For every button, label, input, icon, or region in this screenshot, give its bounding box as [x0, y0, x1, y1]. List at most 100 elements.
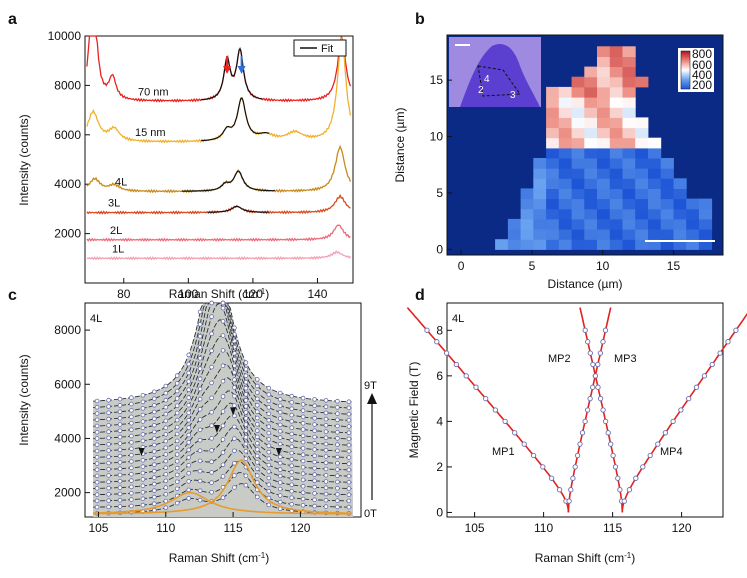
- heatmap-cell: [597, 107, 611, 118]
- panel-a-legend-label: Fit: [321, 43, 333, 55]
- branch-marker: [686, 395, 692, 402]
- heatmap-cell: [609, 229, 623, 240]
- heatmap-cell: [507, 229, 522, 240]
- branch-marker: [693, 384, 700, 390]
- trace-marker: [312, 440, 317, 446]
- trace-marker: [129, 395, 134, 400]
- trace-marker: [289, 444, 295, 450]
- panel-d-frame: [446, 302, 724, 518]
- heatmap-cell: [648, 137, 662, 149]
- heatmap-cell: [609, 76, 623, 88]
- trace-marker: [289, 393, 295, 399]
- branch-mp2: [566, 307, 612, 513]
- trace-marker: [300, 496, 306, 502]
- trace-marker: [335, 429, 340, 435]
- branch-marker: [678, 407, 684, 413]
- fit-line: [207, 205, 269, 213]
- trace-marker: [266, 411, 272, 417]
- trace-marker: [197, 406, 203, 412]
- heatmap-cell: [584, 188, 598, 200]
- trace-marker: [243, 441, 249, 447]
- panel-d-xlabel: Raman Shift (cm-1): [535, 551, 635, 565]
- panel-d-ytick-label: 8: [436, 323, 443, 337]
- trace-marker: [197, 355, 203, 361]
- trace-marker: [289, 438, 295, 443]
- trace-marker: [243, 416, 249, 421]
- branch-marker: [568, 487, 574, 493]
- inset-label-2: 2: [478, 85, 484, 96]
- heatmap-cell: [673, 208, 687, 220]
- heatmap-cell: [635, 158, 649, 169]
- trace-markers: [94, 363, 352, 454]
- heatmap-cell: [546, 86, 560, 98]
- inset-label-3: 3: [510, 90, 516, 101]
- heatmap-cell: [609, 178, 623, 189]
- trace-marker: [266, 449, 272, 455]
- trace-marker: [277, 499, 283, 505]
- trace-marker: [346, 498, 352, 504]
- trace-marker: [300, 452, 306, 458]
- heatmap-cell: [635, 76, 649, 88]
- fit-line: [181, 170, 275, 192]
- branch-marker: [548, 475, 555, 481]
- heatmap-cell: [520, 218, 534, 230]
- heatmap-cell: [571, 107, 585, 118]
- trace-markers: [94, 333, 352, 442]
- trace-marker: [163, 418, 169, 424]
- heatmap-cell: [533, 178, 547, 189]
- trace-marker: [209, 423, 214, 428]
- trace-marker: [232, 393, 237, 399]
- heatmap-cell: [546, 229, 560, 240]
- trace-marker: [346, 436, 352, 442]
- trace-fill: [93, 483, 353, 517]
- trace-marker: [174, 445, 180, 451]
- trace-marker: [197, 345, 203, 350]
- panel-c-xtick-label: 115: [224, 521, 243, 535]
- panel-a-label: a: [8, 11, 17, 28]
- trace-marker: [117, 403, 123, 408]
- trace-marker: [94, 486, 100, 491]
- trace-marker: [163, 390, 169, 396]
- trace-marker: [243, 398, 249, 403]
- trace-marker: [140, 489, 146, 495]
- trace-marker: [289, 450, 295, 456]
- trace-marker: [254, 409, 260, 415]
- trace-marker: [220, 305, 226, 311]
- heatmap-cell: [660, 218, 674, 230]
- trace-marker: [163, 485, 169, 490]
- trace-marker: [254, 415, 260, 421]
- trace-marker: [186, 432, 192, 438]
- trace-marker: [197, 497, 203, 503]
- series-label: 3L: [108, 198, 120, 210]
- branch-marker: [587, 350, 593, 356]
- branch-marker: [443, 350, 450, 356]
- branch-label-mp3: MP3: [614, 353, 637, 365]
- trace-marker: [277, 409, 283, 415]
- trace-marker: [106, 423, 111, 428]
- trace-marker: [106, 429, 111, 435]
- trace-marker: [335, 504, 340, 510]
- trace-marker: [117, 478, 123, 484]
- heatmap-cell: [622, 117, 636, 129]
- heatmap-cell: [648, 218, 662, 230]
- trace-marker: [335, 498, 340, 503]
- trace-marker: [312, 415, 317, 421]
- branch-marker: [709, 361, 715, 368]
- panel-b-xlabel: Distance (µm): [548, 277, 623, 291]
- trace-marker: [312, 491, 317, 496]
- trace-marker: [266, 392, 272, 397]
- trace-marker: [152, 449, 157, 454]
- component-fit-1: [93, 491, 352, 515]
- heatmap-cell: [546, 208, 560, 220]
- panel-d-ytick-label: 2: [436, 460, 443, 474]
- panel-a-ytick-label: 10000: [48, 29, 82, 43]
- heatmap-cell: [507, 218, 522, 230]
- trace-marker: [152, 396, 157, 401]
- trace-marker: [129, 427, 134, 433]
- trace-marker: [220, 495, 226, 500]
- trace-markers: [94, 300, 352, 423]
- colorbar-tick: 800: [692, 47, 712, 61]
- heatmap-cell: [520, 208, 534, 220]
- heatmap-cell: [571, 168, 585, 179]
- heatmap-cell: [622, 178, 636, 189]
